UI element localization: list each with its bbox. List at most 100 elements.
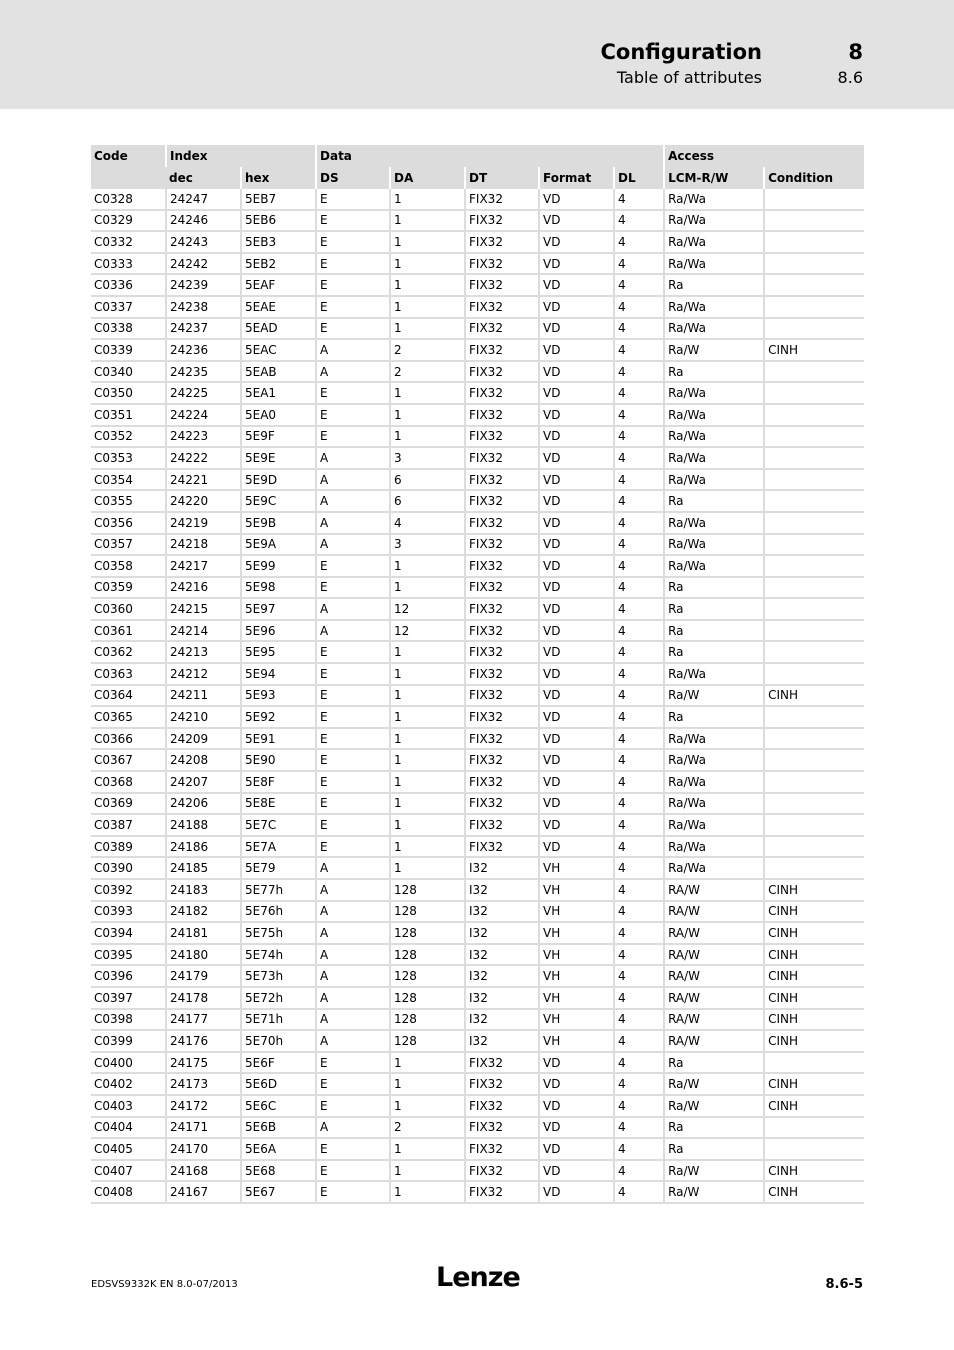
- table-row: C0363 24212 5E94 E 1 FIX32 VD 4 Ra/Wa: [91, 663, 865, 686]
- cell-code: C0351: [91, 403, 166, 427]
- table-row: C0358 24217 5E99 E 1 FIX32 VD 4 Ra/Wa: [91, 555, 865, 578]
- table-row: C0364 24211 5E93 E 1 FIX32 VD 4 Ra/W CINH: [91, 684, 865, 708]
- cell-format: VD: [538, 619, 615, 643]
- table-row: C0339 24236 5EAC A 2 FIX32 VD 4 Ra/W CINH: [91, 339, 865, 362]
- cell-dt: I32: [464, 986, 540, 1010]
- cell-dt: FIX32: [464, 641, 540, 665]
- cell-da: 128: [389, 879, 466, 902]
- table-row: C0403 24172 5E6C E 1 FIX32 VD 4 Ra/W CINH: [91, 1094, 865, 1118]
- cell-da: 1: [389, 1051, 466, 1075]
- cell-dl: 4: [613, 360, 665, 384]
- cell-condition: [763, 382, 865, 405]
- page-header: Configuration 8 Table of attributes 8.6: [0, 0, 954, 109]
- cell-format: VH: [538, 879, 615, 902]
- cell-ds: A: [315, 986, 391, 1010]
- subheader-ds: DS: [315, 167, 391, 189]
- cell-dt: FIX32: [464, 533, 540, 557]
- cell-dec: 24246: [165, 209, 241, 233]
- cell-code: C0405: [91, 1138, 166, 1161]
- cell-lcm-rw: Ra/W: [663, 1181, 765, 1204]
- table-body: C0328 24247 5EB7 E 1 FIX32 VD 4 Ra/Wa C0329 24246 5…: [91, 189, 865, 1204]
- cell-code: C0353: [91, 447, 166, 470]
- cell-condition: [763, 511, 865, 535]
- cell-ds: A: [315, 879, 391, 902]
- cell-code: C0403: [91, 1094, 166, 1118]
- cell-code: C0360: [91, 598, 166, 621]
- cell-condition: CINH: [763, 1181, 865, 1204]
- chapter-title: Configuration: [600, 40, 762, 64]
- cell-ds: E: [315, 706, 391, 729]
- cell-dec: 24239: [165, 274, 241, 297]
- cell-ds: A: [315, 468, 391, 492]
- cell-dec: 24188: [165, 814, 241, 837]
- cell-format: VD: [538, 403, 615, 427]
- cell-hex: 5E95: [239, 641, 317, 665]
- cell-hex: 5EB7: [239, 189, 317, 211]
- cell-dec: 24224: [165, 403, 241, 427]
- cell-dt: FIX32: [464, 835, 540, 859]
- cell-da: 1: [389, 295, 466, 319]
- cell-format: VD: [538, 1138, 615, 1161]
- cell-format: VD: [538, 1181, 615, 1204]
- cell-da: 1: [389, 555, 466, 578]
- cell-ds: A: [315, 619, 391, 643]
- table-row: C0350 24225 5EA1 E 1 FIX32 VD 4 Ra/Wa: [91, 382, 865, 405]
- table-row: C0389 24186 5E7A E 1 FIX32 VD 4 Ra/Wa: [91, 835, 865, 859]
- cell-code: C0407: [91, 1159, 166, 1183]
- cell-dec: 24212: [165, 663, 241, 686]
- cell-hex: 5EAC: [239, 339, 317, 362]
- cell-da: 2: [389, 339, 466, 362]
- cell-format: VD: [538, 1116, 615, 1140]
- cell-condition: [763, 252, 865, 276]
- cell-ds: E: [315, 1159, 391, 1183]
- cell-condition: CINH: [763, 684, 865, 708]
- cell-dec: 24173: [165, 1073, 241, 1096]
- cell-dt: FIX32: [464, 403, 540, 427]
- section-title: Table of attributes: [616, 68, 762, 87]
- cell-lcm-rw: Ra/Wa: [663, 403, 765, 427]
- cell-da: 128: [389, 900, 466, 924]
- cell-condition: CINH: [763, 1008, 865, 1032]
- cell-format: VH: [538, 857, 615, 880]
- cell-hex: 5EAE: [239, 295, 317, 319]
- cell-dt: FIX32: [464, 231, 540, 254]
- cell-code: C0359: [91, 576, 166, 600]
- cell-lcm-rw: Ra/W: [663, 684, 765, 708]
- cell-dl: 4: [613, 749, 665, 773]
- cell-lcm-rw: RA/W: [663, 986, 765, 1010]
- table-row: C0328 24247 5EB7 E 1 FIX32 VD 4 Ra/Wa: [91, 189, 865, 211]
- cell-dt: FIX32: [464, 339, 540, 362]
- document-id: EDSVS9332K EN 8.0-07/2013: [91, 1279, 238, 1290]
- cell-dl: 4: [613, 555, 665, 578]
- cell-condition: CINH: [763, 1073, 865, 1096]
- cell-format: VD: [538, 189, 615, 211]
- cell-code: C0358: [91, 555, 166, 578]
- cell-hex: 5E9D: [239, 468, 317, 492]
- cell-dt: FIX32: [464, 663, 540, 686]
- cell-hex: 5E96: [239, 619, 317, 643]
- cell-lcm-rw: Ra/Wa: [663, 511, 765, 535]
- cell-dec: 24176: [165, 1030, 241, 1053]
- cell-da: 3: [389, 533, 466, 557]
- cell-lcm-rw: Ra/W: [663, 1073, 765, 1096]
- cell-dec: 24182: [165, 900, 241, 924]
- cell-condition: [763, 425, 865, 449]
- cell-dec: 24219: [165, 511, 241, 535]
- cell-lcm-rw: Ra/Wa: [663, 533, 765, 557]
- cell-dl: 4: [613, 663, 665, 686]
- cell-format: VD: [538, 1159, 615, 1183]
- cell-hex: 5E71h: [239, 1008, 317, 1032]
- cell-dt: FIX32: [464, 189, 540, 211]
- cell-dl: 4: [613, 576, 665, 600]
- cell-dec: 24210: [165, 706, 241, 729]
- cell-hex: 5EA0: [239, 403, 317, 427]
- cell-hex: 5E6C: [239, 1094, 317, 1118]
- cell-dl: 4: [613, 900, 665, 924]
- cell-da: 128: [389, 943, 466, 967]
- cell-format: VD: [538, 252, 615, 276]
- cell-dec: 24247: [165, 189, 241, 211]
- cell-dec: 24172: [165, 1094, 241, 1118]
- cell-code: C0399: [91, 1030, 166, 1053]
- cell-format: VD: [538, 360, 615, 384]
- cell-condition: [763, 857, 865, 880]
